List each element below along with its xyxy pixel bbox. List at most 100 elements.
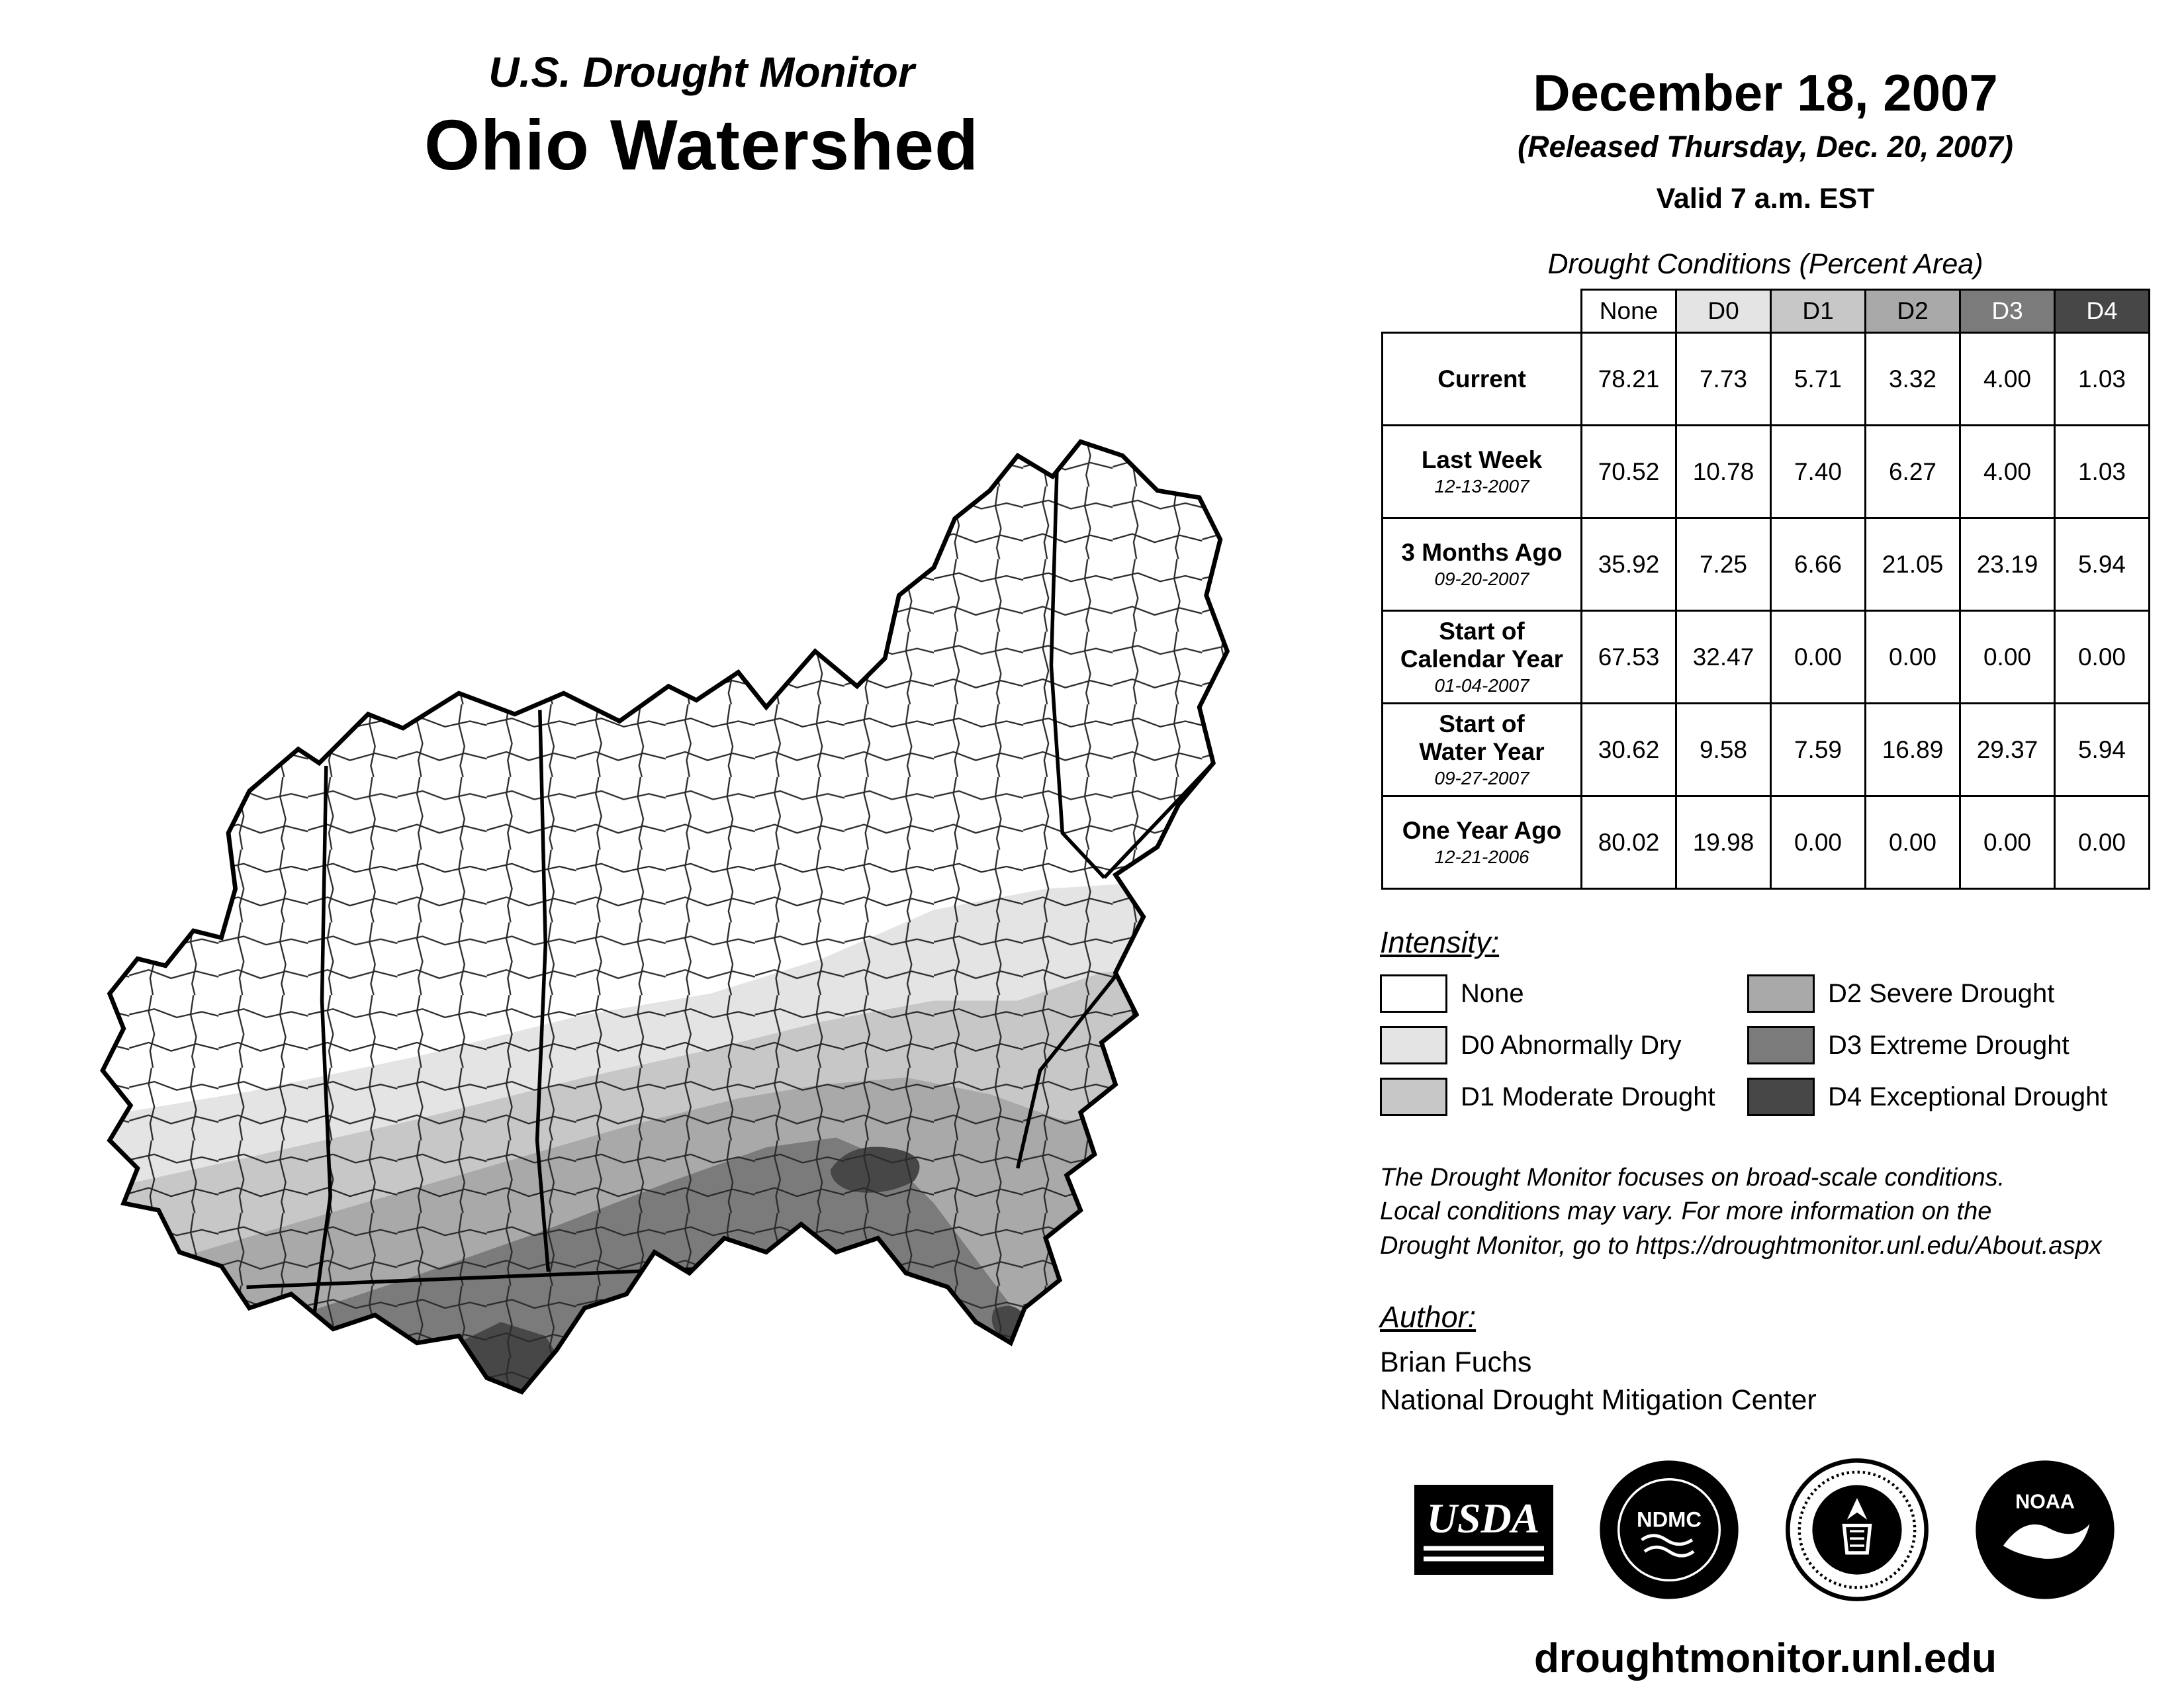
- pct-value: 0.00: [1864, 795, 1961, 890]
- pct-value: 0.00: [1959, 795, 2056, 890]
- legend-item-d4: D4 Exceptional Drought: [1747, 1078, 2151, 1116]
- legend-swatch-d0: [1380, 1026, 1447, 1064]
- pct-value: 7.73: [1675, 332, 1772, 426]
- row-sublabel: 09-20-2007: [1434, 569, 1529, 590]
- pct-value: 0.00: [1864, 610, 1961, 704]
- col-header-d2: D2: [1864, 289, 1961, 334]
- legend-item-none: None: [1380, 974, 1747, 1013]
- col-header-d1: D1: [1770, 289, 1866, 334]
- map-container: [40, 414, 1297, 1434]
- disclaimer-line: Local conditions may vary. For more info…: [1380, 1197, 1992, 1226]
- commerce-logo: [1785, 1458, 1929, 1601]
- row-label: Last Week: [1421, 445, 1543, 473]
- table-corner-cell: [1382, 289, 1582, 333]
- pct-value: 7.59: [1770, 702, 1866, 797]
- valid-time: Valid 7 a.m. EST: [1656, 183, 1875, 214]
- watershed-map: [100, 439, 1230, 1395]
- pct-value: 30.62: [1580, 702, 1677, 797]
- row-sublabel: 01-04-2007: [1434, 675, 1529, 696]
- table-row: Last Week 12-13-2007 70.52 10.78 7.40 6.…: [1381, 424, 2150, 519]
- release-date: (Released Thursday, Dec. 20, 2007): [1518, 130, 2013, 164]
- intensity-legend: None D0 Abnormally Dry D1 Moderate Droug…: [1380, 974, 2151, 1129]
- row-label-cell: Last Week 12-13-2007: [1381, 424, 1582, 519]
- table-row: One Year Ago 12-21-2006 80.02 19.98 0.00…: [1381, 795, 2150, 890]
- pct-value: 1.03: [2054, 332, 2150, 426]
- pct-value: 3.32: [1864, 332, 1961, 426]
- disclaimer-line: Drought Monitor, go to https://droughtmo…: [1380, 1231, 2102, 1260]
- legend-swatch-d3: [1747, 1026, 1815, 1064]
- author-organization: National Drought Mitigation Center: [1380, 1383, 1817, 1416]
- row-label-cell: Start of Calendar Year 01-04-2007: [1381, 610, 1582, 704]
- state-boundaries: [246, 472, 1212, 1320]
- pct-value: 0.00: [1959, 610, 2056, 704]
- legend-label: D4 Exceptional Drought: [1828, 1082, 2108, 1111]
- col-header-d0: D0: [1675, 289, 1772, 334]
- ndmc-logo: NDMC: [1599, 1460, 1739, 1599]
- legend-item-d3: D3 Extreme Drought: [1747, 1026, 2151, 1064]
- legend-label: D2 Severe Drought: [1828, 978, 2055, 1008]
- pct-value: 19.98: [1675, 795, 1772, 890]
- map-date: December 18, 2007: [1533, 64, 1998, 122]
- col-header-d4: D4: [2054, 289, 2150, 334]
- table-header-row: None D0 D1 D2 D3 D4: [1382, 289, 2150, 334]
- pct-value: 29.37: [1959, 702, 2056, 797]
- pct-value: 6.27: [1864, 424, 1961, 519]
- intensity-title: Intensity:: [1380, 925, 1500, 959]
- table-title: Drought Conditions (Percent Area): [1547, 248, 1983, 280]
- pct-value: 1.03: [2054, 424, 2150, 519]
- disclaimer: The Drought Monitor focuses on broad-sca…: [1380, 1161, 2151, 1263]
- footer-url: droughtmonitor.unl.edu: [1533, 1635, 1997, 1681]
- ndmc-logo-text: NDMC: [1636, 1507, 1701, 1532]
- legend-item-d1: D1 Moderate Drought: [1380, 1078, 1747, 1116]
- row-label-cell: Start of Water Year 09-27-2007: [1381, 702, 1582, 797]
- col-header-d3: D3: [1959, 289, 2056, 334]
- watershed-outline: [100, 439, 1230, 1395]
- right-column: December 18, 2007 (Released Thursday, De…: [1380, 63, 2151, 1682]
- drought-conditions-table: None D0 D1 D2 D3 D4 Current 78.21 7.73 5…: [1381, 289, 2150, 890]
- legend-label: D1 Moderate Drought: [1461, 1082, 1715, 1111]
- county-boundaries: [103, 442, 1228, 1392]
- pct-value: 80.02: [1580, 795, 1677, 890]
- pct-value: 16.89: [1864, 702, 1961, 797]
- legend-label: None: [1461, 978, 1524, 1008]
- row-label-cell: 3 Months Ago 09-20-2007: [1381, 517, 1582, 612]
- legend-column-right: D2 Severe Drought D3 Extreme Drought D4 …: [1747, 974, 2151, 1129]
- pct-value: 0.00: [2054, 795, 2150, 890]
- row-label: One Year Ago: [1402, 816, 1562, 844]
- pct-value: 0.00: [1770, 795, 1866, 890]
- pct-value: 0.00: [2054, 610, 2150, 704]
- legend-item-d2: D2 Severe Drought: [1747, 974, 2151, 1013]
- pct-value: 67.53: [1580, 610, 1677, 704]
- legend-label: D3 Extreme Drought: [1828, 1030, 2070, 1060]
- author-title: Author:: [1380, 1299, 1477, 1334]
- legend-item-d0: D0 Abnormally Dry: [1380, 1026, 1747, 1064]
- pct-value: 21.05: [1864, 517, 1961, 612]
- pct-value: 7.25: [1675, 517, 1772, 612]
- row-label: Start of Water Year: [1419, 710, 1545, 765]
- pct-value: 5.71: [1770, 332, 1866, 426]
- pct-value: 10.78: [1675, 424, 1772, 519]
- row-label-cell: One Year Ago 12-21-2006: [1381, 795, 1582, 890]
- title-block: U.S. Drought Monitor Ohio Watershed: [79, 48, 1324, 186]
- logo-row: USDA NDMC NOAA: [1380, 1458, 2151, 1602]
- legend-swatch-d2: [1747, 974, 1815, 1013]
- table-row: 3 Months Ago 09-20-2007 35.92 7.25 6.66 …: [1381, 517, 2150, 612]
- author-name: Brian Fuchs: [1380, 1346, 1532, 1378]
- disclaimer-line: The Drought Monitor focuses on broad-sca…: [1380, 1164, 2005, 1192]
- legend-swatch-d1: [1380, 1078, 1447, 1116]
- table-row: Start of Calendar Year 01-04-2007 67.53 …: [1381, 610, 2150, 704]
- pct-value: 23.19: [1959, 517, 2056, 612]
- row-label: Start of Calendar Year: [1400, 618, 1564, 673]
- pct-value: 32.47: [1675, 610, 1772, 704]
- usda-logo-text: USDA: [1426, 1495, 1539, 1542]
- region-title: Ohio Watershed: [424, 105, 979, 185]
- pct-value: 78.21: [1580, 332, 1677, 426]
- noaa-logo: NOAA: [1975, 1460, 2115, 1599]
- program-title: U.S. Drought Monitor: [488, 48, 915, 96]
- legend-swatch-none: [1380, 974, 1447, 1013]
- col-header-none: None: [1580, 289, 1677, 334]
- row-sublabel: 12-21-2006: [1434, 847, 1529, 868]
- row-label: Current: [1437, 365, 1526, 393]
- row-label: 3 Months Ago: [1401, 538, 1563, 566]
- pct-value: 6.66: [1770, 517, 1866, 612]
